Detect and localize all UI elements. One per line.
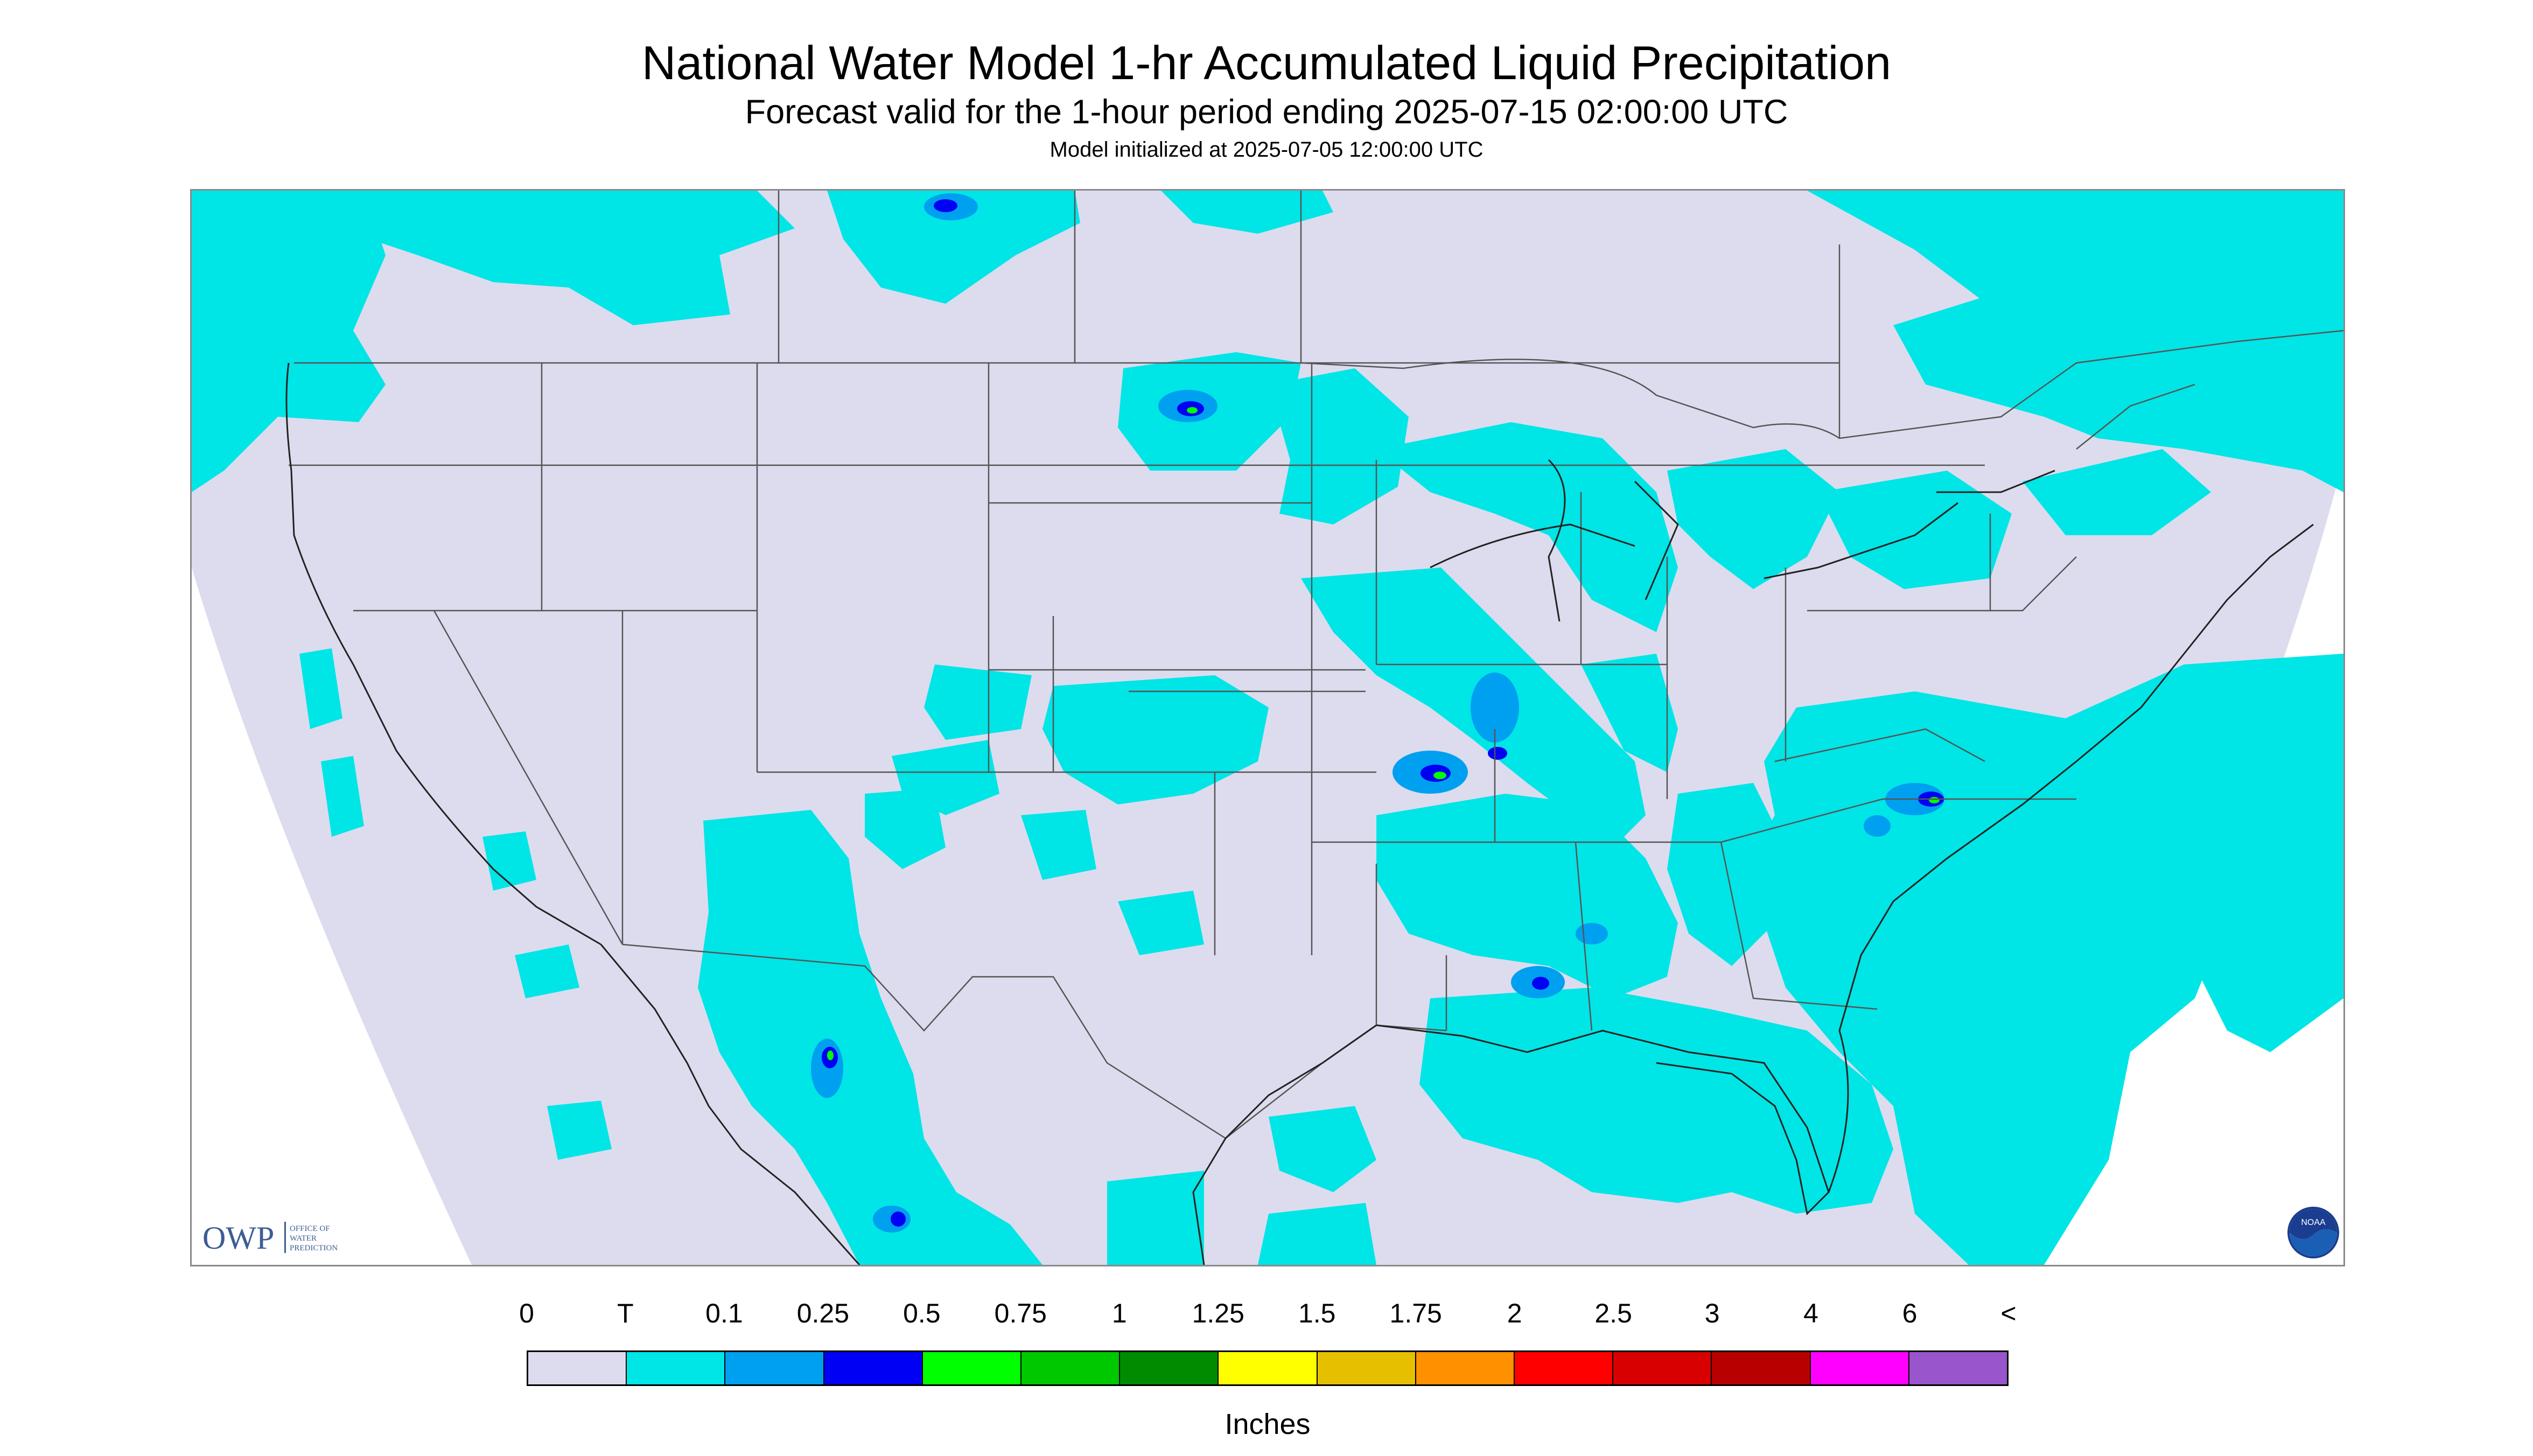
legend-tick-label: 3 [1704,1298,1720,1328]
legend-tick-label: T [617,1298,634,1328]
legend-swatch [824,1352,923,1384]
legend-swatch [725,1352,824,1384]
coastlines [285,362,2314,1265]
legend-tick-label: 0.25 [796,1298,850,1328]
legend-swatch [1120,1352,1219,1384]
map-title: National Water Model 1-hr Accumulated Li… [641,36,1892,89]
legend-swatch [1219,1352,1318,1384]
legend-swatch [1021,1352,1121,1384]
legend-tick-label: 0.5 [903,1298,941,1328]
legend-tick-label: < [2000,1298,2017,1328]
legend-tick-label: 4 [1803,1298,1818,1328]
legend-tick-label: 1.5 [1298,1298,1336,1328]
legend-swatch [1810,1352,1909,1384]
legend-swatch [1515,1352,1614,1384]
owp-logo-group: OWP OFFICE OF WATER PREDICTION [202,1220,338,1256]
legend-swatch [1613,1352,1712,1384]
legend-swatch [1416,1352,1515,1384]
legend-tick-label: 1.25 [1192,1298,1244,1328]
model-init-line: Model initialized at 2025-07-05 12:00:00… [1049,138,1484,162]
owp-logo-line2: WATER [290,1234,317,1243]
precip-legend: 0 T 0.1 0.25 0.5 0.75 1 1.25 1.5 1.75 2 2.5 3 4 6 < Inc… [519,1298,2017,1440]
legend-tick-label: 0.1 [705,1298,743,1328]
legend-swatch [922,1352,1022,1384]
legend-tick-label: 0 [519,1298,534,1328]
owp-logo-line1: OFFICE OF [290,1224,330,1233]
noaa-logo: NOAA [2287,1207,2339,1258]
legend-swatch [1317,1352,1416,1384]
legend-colorbar [527,1350,2009,1386]
precipitation-map: OWP OFFICE OF WATER PREDICTION NOAA [190,189,2345,1266]
legend-tick-label: 1.75 [1389,1298,1442,1328]
legend-tick-label: 1 [1111,1298,1127,1328]
boundary-lines [289,191,2343,1139]
noaa-logo-text: NOAA [2301,1218,2326,1227]
legend-swatch [627,1352,726,1384]
legend-labels: 0 T 0.1 0.25 0.5 0.75 1 1.25 1.5 1.75 2 2.5 3 4 6 < [519,1298,2017,1330]
legend-swatch [528,1352,627,1384]
owp-logo-line3: PREDICTION [290,1244,338,1252]
legend-tick-label: 2.5 [1594,1298,1632,1328]
legend-units: Inches [1224,1408,1311,1440]
legend-tick-label: 2 [1507,1298,1522,1328]
legend-swatch [1909,1352,2007,1384]
owp-logo-text: OWP [202,1220,274,1256]
legend-tick-label: 6 [1902,1298,1918,1328]
legend-swatch [1712,1352,1811,1384]
legend-tick-label: 0.75 [994,1298,1047,1328]
forecast-valid-subtitle: Forecast valid for the 1-hour period end… [745,93,1788,131]
